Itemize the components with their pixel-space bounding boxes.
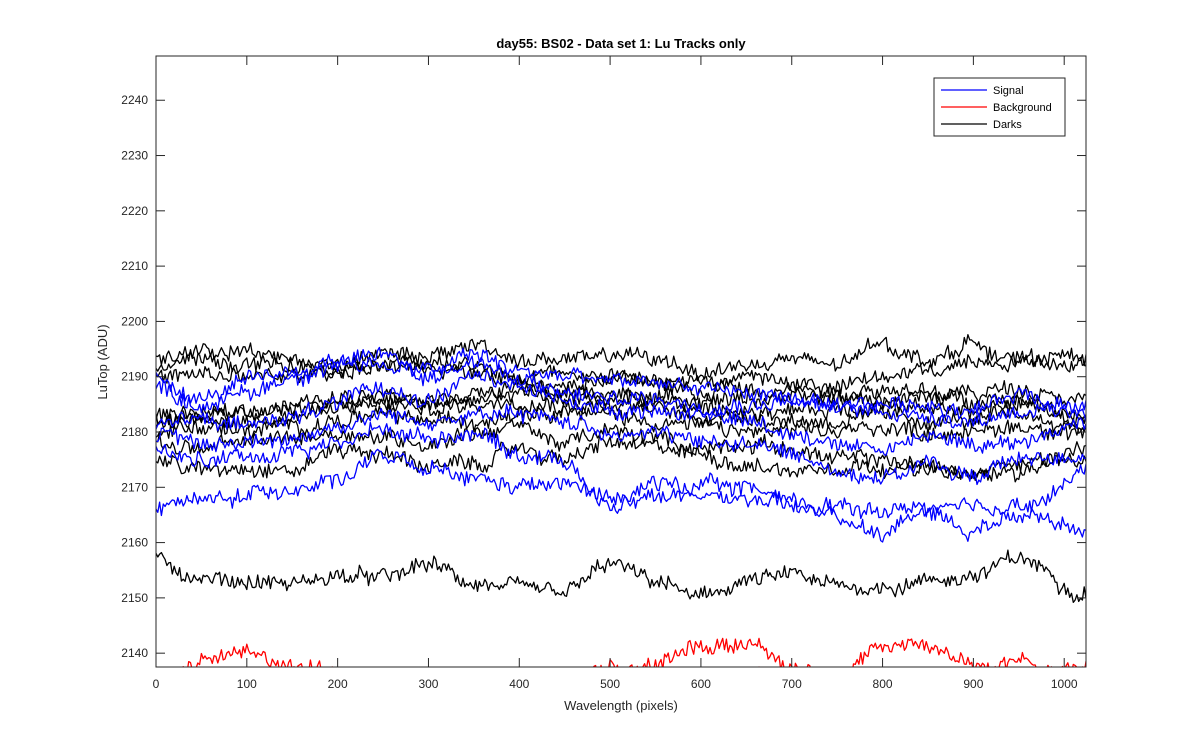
x-tick-label: 100 bbox=[237, 677, 257, 691]
y-tick-label: 2170 bbox=[121, 480, 148, 494]
series-line-signal bbox=[156, 347, 1086, 422]
x-tick-label: 1000 bbox=[1051, 677, 1078, 691]
legend-signal-label: Signal bbox=[993, 85, 1024, 97]
plot-area bbox=[156, 56, 1086, 667]
y-tick-label: 2150 bbox=[121, 591, 148, 605]
x-tick-label: 300 bbox=[418, 677, 438, 691]
x-tick-label: 700 bbox=[782, 677, 802, 691]
series-line-darks bbox=[156, 334, 1086, 382]
series-line-signal bbox=[156, 448, 1086, 538]
x-tick-label: 400 bbox=[509, 677, 529, 691]
x-tick-label: 200 bbox=[328, 677, 348, 691]
y-tick-label: 2190 bbox=[121, 370, 148, 384]
tick-layer: 0 100 200 300 400 500 600 700 800 900 1000 2140 2150… bbox=[121, 56, 1086, 691]
series-line-darks bbox=[156, 376, 1086, 429]
y-tick-label: 2160 bbox=[121, 536, 148, 550]
y-tick-label: 2230 bbox=[121, 149, 148, 163]
series-line-signal bbox=[156, 369, 1086, 456]
y-tick-label: 2200 bbox=[121, 314, 148, 328]
series-line-background bbox=[182, 637, 1086, 667]
x-tick-label: 500 bbox=[600, 677, 620, 691]
y-tick-label: 2240 bbox=[121, 93, 148, 107]
legend-background-label: Background bbox=[993, 102, 1052, 114]
axes-box bbox=[155, 55, 1087, 668]
series-line-signal bbox=[156, 421, 1086, 543]
x-axis-label: Wavelength (pixels) bbox=[564, 698, 678, 713]
series-line-signal bbox=[156, 346, 1086, 429]
legend-darks-label: Darks bbox=[993, 119, 1022, 131]
y-tick-label: 2220 bbox=[121, 204, 148, 218]
series-line-signal bbox=[156, 403, 1086, 486]
x-tick-label: 800 bbox=[873, 677, 893, 691]
y-axis-label: LuTop (ADU) bbox=[95, 324, 110, 399]
series-layer bbox=[156, 334, 1086, 667]
y-tick-label: 2140 bbox=[121, 646, 148, 660]
x-tick-label: 0 bbox=[153, 677, 160, 691]
series-line-darks bbox=[156, 549, 1086, 604]
y-tick-label: 2180 bbox=[121, 425, 148, 439]
x-tick-label: 900 bbox=[963, 677, 983, 691]
chart-title: day55: BS02 - Data set 1: Lu Tracks only bbox=[496, 36, 746, 51]
y-tick-label: 2210 bbox=[121, 259, 148, 273]
series-line-darks bbox=[156, 418, 1086, 483]
x-tick-label: 600 bbox=[691, 677, 711, 691]
legend: Signal Background Darks bbox=[933, 77, 1066, 137]
